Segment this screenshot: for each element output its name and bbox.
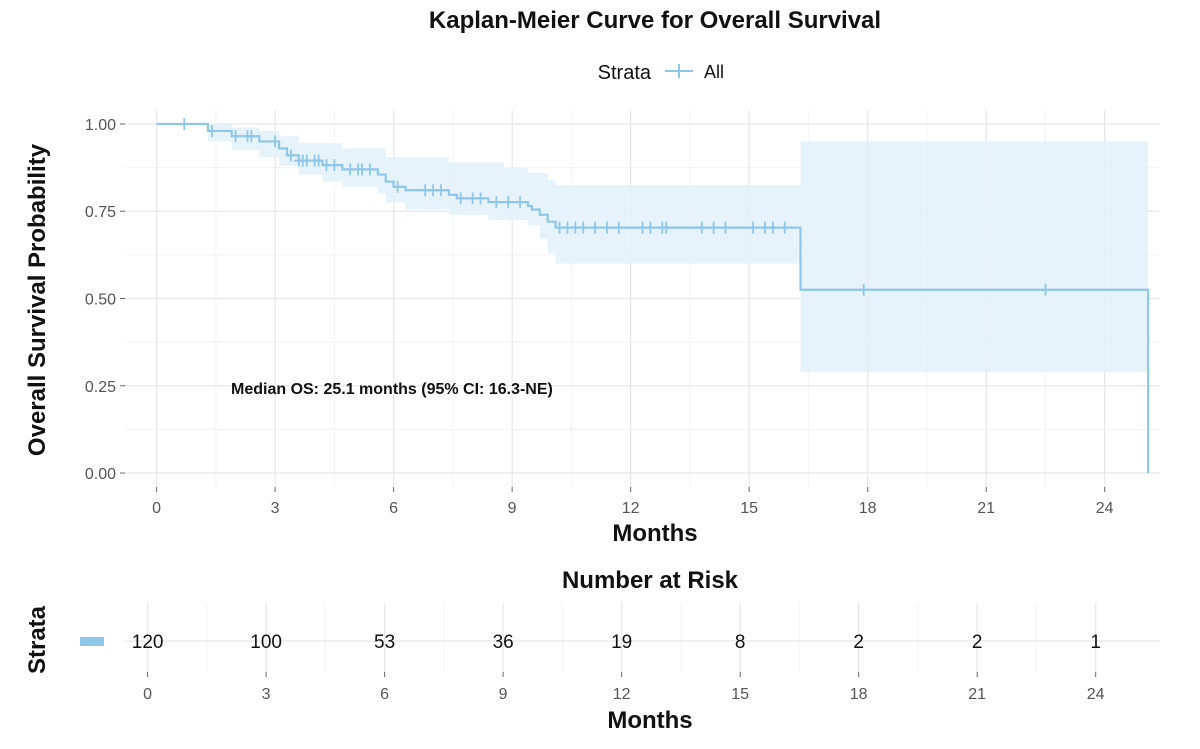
y-tick-label: 1.00 xyxy=(85,117,116,134)
y-tick-label: 0.25 xyxy=(85,379,116,396)
censor-mark xyxy=(285,149,296,162)
x-tick-label: 6 xyxy=(389,500,398,517)
risk-value: 53 xyxy=(374,632,395,653)
x-tick-label: 12 xyxy=(622,500,640,517)
censor-mark xyxy=(364,163,375,176)
risk-table-grid xyxy=(125,603,1160,672)
censor-mark xyxy=(779,221,790,234)
legend-title: Strata xyxy=(598,62,652,84)
censor-mark xyxy=(206,124,217,137)
risk-x-tick-label: 15 xyxy=(731,686,749,703)
risk-table-values: 120 100 53 36 19 8 2 2 1 xyxy=(132,632,1101,653)
risk-x-tick-label: 18 xyxy=(850,686,868,703)
censor-marks xyxy=(179,117,1051,296)
censor-mark xyxy=(767,221,778,234)
censor-mark xyxy=(455,192,466,205)
risk-x-tick-label: 3 xyxy=(262,686,271,703)
x-tick-label: 3 xyxy=(271,500,280,517)
censor-mark xyxy=(1040,283,1051,296)
y-axis-ticks: 0.00 0.25 0.50 0.75 1.00 xyxy=(85,117,125,483)
censor-mark xyxy=(436,184,447,197)
censor-mark xyxy=(748,221,759,234)
risk-x-axis-title: Months xyxy=(607,707,692,734)
censor-mark xyxy=(645,221,656,234)
plot-grid xyxy=(125,110,1160,487)
risk-x-tick-label: 0 xyxy=(143,686,152,703)
median-os-annotation: Median OS: 25.1 months (95% CI: 16.3-NE) xyxy=(231,381,553,398)
risk-value: 2 xyxy=(853,632,864,653)
risk-value: 19 xyxy=(611,632,632,653)
risk-x-tick-label: 6 xyxy=(380,686,389,703)
censor-mark xyxy=(708,221,719,234)
x-axis-title: Months xyxy=(612,520,697,547)
censor-mark xyxy=(392,180,403,193)
x-tick-label: 15 xyxy=(740,500,758,517)
x-tick-label: 21 xyxy=(977,500,995,517)
legend: Strata All xyxy=(598,62,724,84)
risk-table-title: Number at Risk xyxy=(562,567,739,594)
censor-mark xyxy=(720,221,731,234)
risk-x-tick-label: 24 xyxy=(1087,686,1105,703)
x-tick-label: 24 xyxy=(1096,500,1114,517)
y-tick-label: 0.75 xyxy=(85,204,116,221)
risk-y-axis-title: Strata xyxy=(24,605,51,674)
censor-mark xyxy=(613,221,624,234)
censor-mark xyxy=(578,221,589,234)
y-tick-label: 0.00 xyxy=(85,466,116,483)
y-tick-label: 0.50 xyxy=(85,292,116,309)
censor-mark xyxy=(696,221,707,234)
x-tick-label: 0 xyxy=(152,500,161,517)
x-tick-label: 9 xyxy=(508,500,517,517)
risk-x-axis-ticks: 0 3 6 9 12 15 18 21 24 xyxy=(143,672,1105,703)
risk-value: 2 xyxy=(972,632,983,653)
risk-x-tick-label: 21 xyxy=(968,686,986,703)
legend-key-all xyxy=(665,64,693,78)
censor-mark xyxy=(515,196,526,209)
risk-value: 120 xyxy=(132,632,164,653)
censor-mark xyxy=(661,221,672,234)
risk-value: 100 xyxy=(250,632,282,653)
censor-mark xyxy=(475,192,486,205)
censor-mark xyxy=(590,221,601,234)
censor-mark xyxy=(270,135,281,148)
risk-value: 8 xyxy=(735,632,746,653)
risk-value: 36 xyxy=(493,632,514,653)
censor-mark xyxy=(601,221,612,234)
risk-x-tick-label: 9 xyxy=(499,686,508,703)
x-tick-label: 18 xyxy=(859,500,877,517)
censor-mark xyxy=(179,117,190,130)
censor-mark xyxy=(491,196,502,209)
censor-mark xyxy=(858,283,869,296)
censor-mark xyxy=(329,159,340,172)
risk-strata-key xyxy=(80,637,104,646)
x-axis-ticks: 0 3 6 9 12 15 18 21 24 xyxy=(152,487,1114,517)
legend-key-cross xyxy=(673,64,685,78)
risk-x-tick-label: 12 xyxy=(613,686,631,703)
censor-mark xyxy=(230,130,241,143)
y-axis-title: Overall Survival Probability xyxy=(24,143,51,456)
censor-mark xyxy=(313,154,324,167)
legend-label-all: All xyxy=(704,62,724,82)
censor-mark xyxy=(246,130,257,143)
risk-value: 1 xyxy=(1090,632,1101,653)
chart-title: Kaplan-Meier Curve for Overall Survival xyxy=(429,7,881,34)
censor-mark xyxy=(503,196,514,209)
